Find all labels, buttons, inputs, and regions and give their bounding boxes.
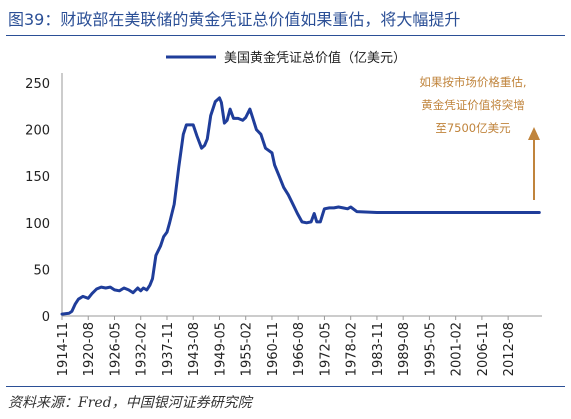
x-tick-label: 1960-11 bbox=[266, 322, 281, 376]
x-tick-label: 1966-08 bbox=[292, 322, 307, 376]
annotation-arrowhead bbox=[528, 127, 540, 140]
x-tick-label: 1932-02 bbox=[135, 322, 150, 376]
y-tick-label: 0 bbox=[42, 310, 50, 325]
x-tick-label: 1989-08 bbox=[397, 322, 412, 376]
x-tick-label: 1995-05 bbox=[423, 322, 438, 376]
x-tick-label: 1914-11 bbox=[56, 322, 71, 376]
figure-title: 图39：财政部在美联储的黄金凭证总价值如果重估，将大幅提升 bbox=[8, 10, 461, 29]
y-axis: 0 50 100 150 200 250 bbox=[25, 73, 63, 325]
source-divider bbox=[6, 386, 565, 387]
annotation-line-3: 至7500亿美元 bbox=[435, 121, 511, 135]
x-tick-label: 1926-05 bbox=[108, 322, 123, 376]
y-tick-label: 50 bbox=[33, 263, 50, 278]
x-tick-label: 1955-02 bbox=[240, 322, 255, 376]
x-tick-label: 1949-05 bbox=[213, 322, 228, 376]
y-tick-label: 100 bbox=[25, 217, 50, 232]
x-tick-label: 2006-11 bbox=[476, 322, 491, 376]
x-tick-label: 1943-08 bbox=[187, 322, 202, 376]
x-tick-label: 1920-08 bbox=[82, 322, 97, 376]
annotation-line-2: 黄金凭证价值将突增 bbox=[421, 98, 525, 112]
y-tick-label: 150 bbox=[25, 170, 50, 185]
x-tick-label: 1978-02 bbox=[345, 322, 360, 376]
x-tick-label: 2012-08 bbox=[502, 322, 517, 376]
y-tick-label: 200 bbox=[25, 124, 50, 139]
annotation-line-1: 如果按市场价格重估, bbox=[419, 75, 526, 89]
x-tick-label: 1983-11 bbox=[371, 322, 386, 376]
source-note: 资料来源：Fred，中国银河证券研究院 bbox=[8, 395, 252, 411]
x-tick-label: 1972-05 bbox=[318, 322, 333, 376]
revaluation-annotation: 如果按市场价格重估, 黄金凭证价值将突增 至7500亿美元 bbox=[419, 75, 540, 200]
x-axis: 1914-11 1920-08 1926-05 1932-02 1937-11 1943-… bbox=[56, 315, 542, 376]
x-tick-label: 1937-11 bbox=[161, 322, 176, 376]
legend-label: 美国黄金凭证总价值（亿美元） bbox=[224, 50, 406, 66]
title-divider bbox=[6, 35, 565, 36]
y-tick-label: 250 bbox=[25, 77, 50, 92]
chart-legend: 美国黄金凭证总价值（亿美元） bbox=[166, 50, 406, 66]
series-line-gold-certificates bbox=[60, 96, 541, 316]
x-tick-label: 2001-02 bbox=[450, 322, 465, 376]
